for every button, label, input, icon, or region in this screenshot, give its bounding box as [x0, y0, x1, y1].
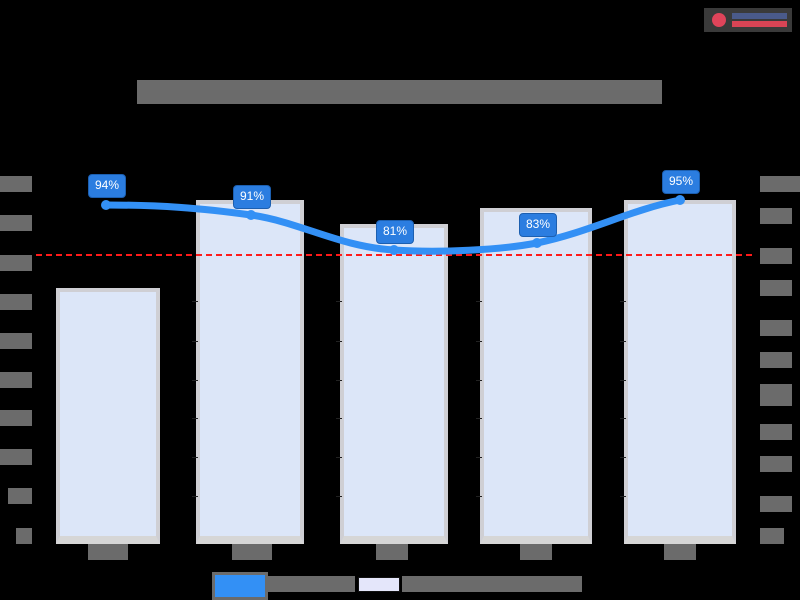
- left-axis-tick-label: [0, 176, 32, 192]
- logo-text-bottom: EXPLORER: [732, 21, 787, 27]
- legend-label-line: (redacted line label): [265, 576, 355, 592]
- right-axis-tick-label: [760, 456, 792, 472]
- left-axis-tick-label: [0, 294, 32, 310]
- left-axis-tick-label: [0, 372, 32, 388]
- right-axis-tick-label: [760, 384, 792, 406]
- data-label: 83%: [519, 213, 558, 237]
- left-axis-tick-label: [0, 449, 32, 465]
- legend-swatch-bar: [358, 577, 400, 592]
- bar-1: [56, 288, 160, 544]
- x-axis-label: (redacted 3): [376, 544, 408, 560]
- globe-icon: [712, 13, 726, 27]
- data-label: 81%: [376, 220, 415, 244]
- right-axis-tick-label: [760, 496, 792, 512]
- right-axis-tick-label: [760, 280, 792, 296]
- data-label: 94%: [88, 174, 127, 198]
- legend-swatch-line: [212, 572, 268, 600]
- right-axis-tick-label: [760, 424, 792, 440]
- right-axis-tick-label: [760, 352, 792, 368]
- data-label: 95%: [662, 170, 701, 194]
- left-axis-tick-label: [8, 488, 32, 504]
- right-axis-tick-label: [760, 320, 792, 336]
- left-axis-tick-label: [0, 333, 32, 349]
- logo: logo text EXPLORER: [704, 8, 792, 32]
- right-axis-tick-label: [760, 176, 800, 192]
- x-axis-label: (redacted 4): [520, 544, 552, 560]
- x-axis-label: (redacted 2): [232, 544, 272, 560]
- left-axis-tick-label: [0, 215, 32, 231]
- legend-label-bar: (redacted bar label): [402, 576, 582, 592]
- logo-text-top: logo text: [732, 13, 787, 19]
- x-axis-label: (redacted 1): [88, 544, 128, 560]
- right-axis-tick-label: [760, 208, 792, 224]
- left-axis-tick-label: [16, 528, 32, 544]
- chart-title: Chart title (redacted): [137, 80, 662, 104]
- bar-2: [196, 200, 304, 544]
- left-axis-tick-label: [0, 255, 32, 271]
- bar-5: [624, 200, 736, 544]
- bar-4: [480, 208, 592, 544]
- right-axis-tick-label: [760, 248, 792, 264]
- bar-3: [340, 224, 448, 544]
- right-axis-tick-label: [760, 528, 784, 544]
- x-axis-label: (redacted 5): [664, 544, 696, 560]
- data-label: 91%: [233, 185, 272, 209]
- left-axis-tick-label: [0, 410, 32, 426]
